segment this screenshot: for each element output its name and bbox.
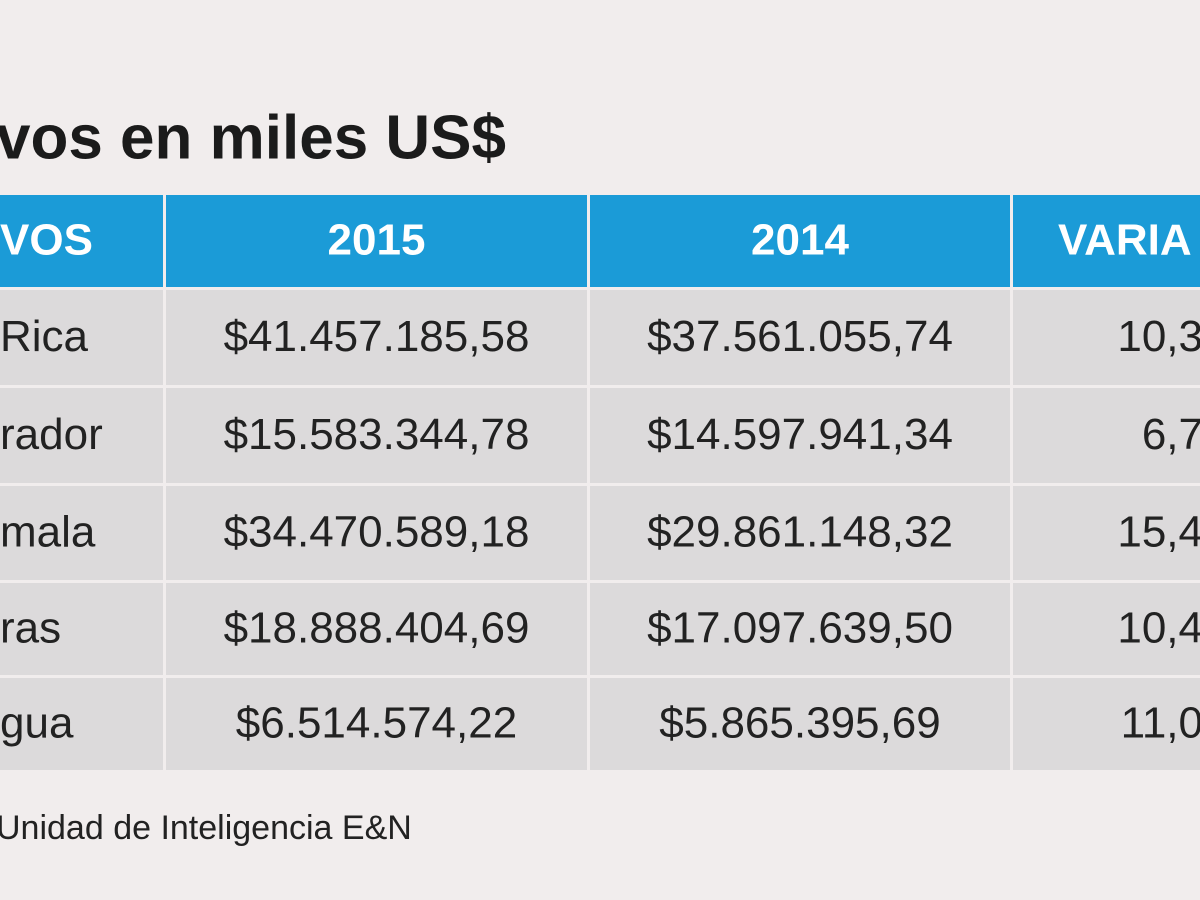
cell-text: $15.583.344,78 <box>224 410 530 459</box>
table-cell <box>590 678 1010 770</box>
source: Unidad de Inteligencia E&N <box>0 809 412 847</box>
table-cell <box>0 388 163 483</box>
cell-text: $29.861.148,32 <box>647 508 953 557</box>
cell-text: rador <box>0 410 103 459</box>
cell-text: $41.457.185,58 <box>224 312 530 361</box>
table-cell <box>166 388 587 483</box>
cell-text: ras <box>0 604 61 653</box>
cell-text: $34.470.589,18 <box>224 508 530 557</box>
cell-text: Rica <box>0 312 89 361</box>
cell-text: $6.514.574,22 <box>236 699 517 748</box>
header-label: VARIA <box>1058 216 1192 265</box>
table-cell <box>1013 583 1200 675</box>
table-cell <box>166 678 587 770</box>
cell-text: $5.865.395,69 <box>659 699 940 748</box>
table-cell <box>590 583 1010 675</box>
header-cell <box>0 195 163 287</box>
cell-text: $14.597.941,34 <box>647 410 953 459</box>
table-cell <box>166 290 587 385</box>
table-cell <box>1013 678 1200 770</box>
table-cell <box>590 486 1010 580</box>
table-cell <box>1013 290 1200 385</box>
table-cell <box>166 583 587 675</box>
table-cell <box>0 583 163 675</box>
cell-text: $17.097.639,50 <box>647 604 953 653</box>
cell-text: 11,0 <box>1121 699 1200 748</box>
table-cell <box>590 290 1010 385</box>
title: vos en miles US$ <box>0 103 506 172</box>
header-cell <box>1013 195 1200 287</box>
cell-text: 15,4 <box>1117 508 1200 557</box>
cell-text: mala <box>0 508 96 557</box>
header-cell <box>590 195 1010 287</box>
cell-text: 10,3 <box>1117 312 1200 361</box>
cell-text: 6,7 <box>1142 410 1200 459</box>
cell-text: $18.888.404,69 <box>224 604 530 653</box>
cell-text: 10,4 <box>1117 604 1200 653</box>
header-cell <box>166 195 587 287</box>
table-cell <box>0 290 163 385</box>
table-cell <box>0 678 163 770</box>
table-cell <box>166 486 587 580</box>
header-label: 2014 <box>751 216 849 265</box>
cell-text: gua <box>0 699 74 748</box>
header-label: VOS <box>0 216 93 265</box>
table-cell <box>590 388 1010 483</box>
table-cell <box>0 486 163 580</box>
table: VOS 2015 2014 VARIA Rica $41.457.185,58 $37.56… <box>0 195 1200 770</box>
cell-text: $37.561.055,74 <box>647 312 953 361</box>
table-cell <box>1013 486 1200 580</box>
table-cell <box>1013 388 1200 483</box>
header-label: 2015 <box>328 216 426 265</box>
